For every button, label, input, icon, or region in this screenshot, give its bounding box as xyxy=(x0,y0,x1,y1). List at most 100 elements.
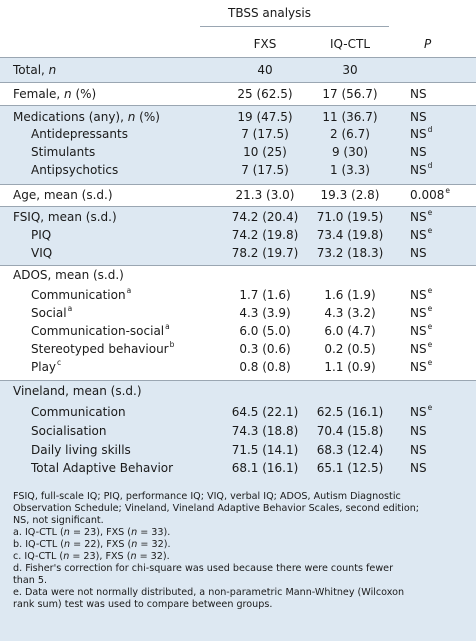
row-piq-p: NSe xyxy=(410,226,433,242)
row-fsiq-label: FSIQ, mean (s.d.) xyxy=(13,210,117,224)
row-vineland-socialisation-p: NS xyxy=(410,424,427,438)
divider xyxy=(0,380,476,381)
row-viq-p: NS xyxy=(410,246,427,260)
row-vineland-socialisation-fxs: 74.3 (18.8) xyxy=(231,424,299,438)
row-vineland-daily-p: NS xyxy=(410,443,427,457)
footnote-e-line2: rank sum) test was used to compare betwe… xyxy=(13,599,273,610)
row-piq-label: PIQ xyxy=(31,228,52,242)
row-ados-communication-ctl: 1.6 (1.9) xyxy=(324,288,376,302)
row-ados-commsocial-ctl: 6.0 (4.7) xyxy=(324,324,376,338)
row-antidepressants-ctl: 2 (6.7) xyxy=(330,127,370,141)
row-antipsychotics-label: Antipsychotics xyxy=(31,163,119,177)
row-ados-communication-p: NSe xyxy=(410,286,433,302)
footnote-d-line1: d. Fisher's correction for chi-square wa… xyxy=(13,563,394,574)
row-age-p: 0.008e xyxy=(410,186,450,202)
vineland-section xyxy=(0,381,476,480)
row-total-label: Total, n xyxy=(13,63,57,77)
row-total-ctl: 30 xyxy=(342,63,358,77)
row-medications-p: NS xyxy=(410,110,427,124)
medications-section xyxy=(0,106,476,184)
row-antipsychotics-p: NSd xyxy=(410,161,433,177)
row-vineland-daily-fxs: 71.5 (14.1) xyxy=(231,443,299,457)
footnote-e-line1: e. Data were not normally distributed, a… xyxy=(13,587,405,598)
row-vineland-label: Vineland, mean (s.d.) xyxy=(13,384,142,398)
footnote-d-line2: than 5. xyxy=(13,575,48,586)
fsiq-section xyxy=(0,207,476,265)
row-vineland-communication-ctl: 62.5 (16.1) xyxy=(316,405,384,419)
divider xyxy=(0,206,476,207)
header-col-p: P xyxy=(424,37,432,51)
row-stimulants-fxs: 10 (25) xyxy=(243,145,287,159)
row-ados-social-fxs: 4.3 (3.9) xyxy=(239,306,291,320)
row-total-section xyxy=(0,58,476,82)
header-group-rule xyxy=(200,26,389,27)
row-vineland-total-ctl: 65.1 (12.5) xyxy=(316,461,384,475)
row-piq-ctl: 73.4 (19.8) xyxy=(316,228,384,242)
row-fsiq-fxs: 74.2 (20.4) xyxy=(231,210,299,224)
row-ados-play-ctl: 1.1 (0.9) xyxy=(324,360,376,374)
row-ados-commsocial-p: NSe xyxy=(410,322,433,338)
row-vineland-daily-label: Daily living skills xyxy=(31,443,131,457)
row-vineland-socialisation-label: Socialisation xyxy=(31,424,107,438)
row-age-ctl: 19.3 (2.8) xyxy=(320,188,380,202)
row-viq-label: VIQ xyxy=(31,246,53,260)
row-medications-fxs: 19 (47.5) xyxy=(237,110,293,124)
row-piq-fxs: 74.2 (19.8) xyxy=(231,228,299,242)
table-footnotes: FSIQ, full-scale IQ; PIQ, performance IQ… xyxy=(0,480,476,641)
footnote-abbrev-line2: Observation Schedule; Vineland, Vineland… xyxy=(13,503,420,514)
row-ados-stereotyped-fxs: 0.3 (0.6) xyxy=(239,342,291,356)
row-stimulants-p: NS xyxy=(410,145,427,159)
divider xyxy=(0,105,476,106)
divider xyxy=(0,265,476,266)
row-age-label: Age, mean (s.d.) xyxy=(13,188,113,202)
footnote-b: b. IQ-CTL (n = 22), FXS (n = 32). xyxy=(13,539,171,550)
row-vineland-communication-label: Communication xyxy=(31,405,126,419)
row-vineland-daily-ctl: 68.3 (12.4) xyxy=(316,443,384,457)
header-col-fxs: FXS xyxy=(253,37,277,51)
row-ados-label: ADOS, mean (s.d.) xyxy=(13,268,124,282)
row-vineland-total-p: NS xyxy=(410,461,427,475)
row-total-fxs: 40 xyxy=(257,63,273,77)
row-fsiq-ctl: 71.0 (19.5) xyxy=(316,210,384,224)
row-female-ctl: 17 (56.7) xyxy=(322,87,378,101)
row-ados-social-label: Sociala xyxy=(31,304,73,320)
row-ados-social-p: NSe xyxy=(410,304,433,320)
row-vineland-socialisation-ctl: 70.4 (15.8) xyxy=(316,424,384,438)
row-ados-play-label: Playc xyxy=(31,358,62,374)
header-col-ctl: IQ-CTL xyxy=(329,37,371,51)
footnote-c: c. IQ-CTL (n = 23), FXS (n = 32). xyxy=(13,551,170,562)
row-ados-stereotyped-p: NSe xyxy=(410,340,433,356)
row-stimulants-ctl: 9 (30) xyxy=(331,145,369,159)
row-vineland-communication-fxs: 64.5 (22.1) xyxy=(231,405,299,419)
row-ados-social-ctl: 4.3 (3.2) xyxy=(324,306,376,320)
row-ados-stereotyped-label: Stereotyped behaviourb xyxy=(31,340,175,356)
row-fsiq-p: NSe xyxy=(410,208,433,224)
divider xyxy=(0,82,476,83)
header-bottom-rule xyxy=(0,57,476,58)
row-ados-communication-label: Communicationa xyxy=(31,286,132,302)
row-female-p: NS xyxy=(410,87,427,101)
row-ados-commsocial-label: Communication-sociala xyxy=(31,322,170,338)
footnote-abbrev-line1: FSIQ, full-scale IQ; PIQ, performance IQ… xyxy=(13,491,401,502)
row-age-fxs: 21.3 (3.0) xyxy=(235,188,295,202)
footnote-a: a. IQ-CTL (n = 23), FXS (n = 33). xyxy=(13,527,171,538)
header-group-label: TBSS analysis xyxy=(228,6,311,20)
row-antidepressants-label: Antidepressants xyxy=(31,127,128,141)
divider xyxy=(0,184,476,185)
row-ados-stereotyped-ctl: 0.2 (0.5) xyxy=(324,342,376,356)
row-vineland-total-label: Total Adaptive Behavior xyxy=(31,461,174,475)
row-stimulants-label: Stimulants xyxy=(31,145,96,159)
row-ados-commsocial-fxs: 6.0 (5.0) xyxy=(239,324,291,338)
row-vineland-communication-p: NSe xyxy=(410,403,433,419)
row-antipsychotics-ctl: 1 (3.3) xyxy=(330,163,370,177)
row-female-label: Female, n (%) xyxy=(13,87,97,101)
footnote-abbrev-line3: NS, not significant. xyxy=(13,515,104,526)
row-medications-ctl: 11 (36.7) xyxy=(322,110,378,124)
row-antidepressants-p: NSd xyxy=(410,125,433,141)
row-female-fxs: 25 (62.5) xyxy=(237,87,293,101)
row-antipsychotics-fxs: 7 (17.5) xyxy=(241,163,289,177)
row-ados-play-p: NSe xyxy=(410,358,433,374)
row-ados-play-fxs: 0.8 (0.8) xyxy=(239,360,291,374)
row-vineland-total-fxs: 68.1 (16.1) xyxy=(231,461,299,475)
